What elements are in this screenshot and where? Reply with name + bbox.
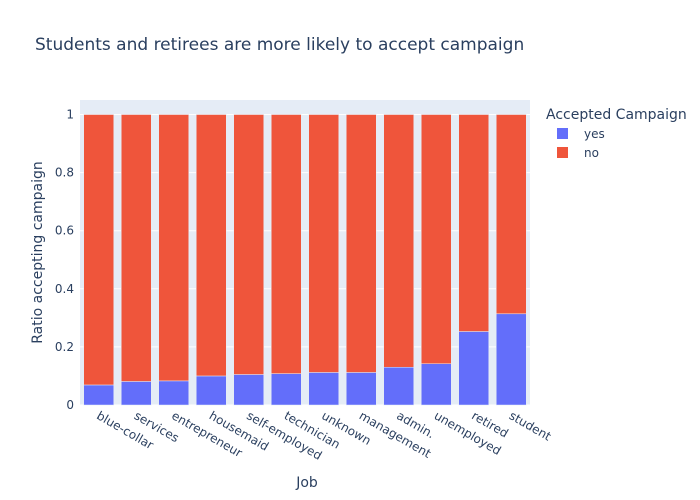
x-tick-labels: blue-collarservicesentrepreneurhousemaid… (94, 408, 553, 462)
bar-no-student[interactable] (496, 114, 527, 315)
y-tick-labels: 0 0.2 0.4 0.6 0.8 1 (55, 108, 74, 412)
y-tick-label: 0.8 (55, 166, 74, 180)
bar-no-entrepreneur[interactable] (158, 114, 189, 382)
bar-yes-technician[interactable] (271, 373, 302, 406)
bar-yes-entrepreneur[interactable] (158, 380, 189, 406)
bar-no-technician[interactable] (271, 114, 302, 374)
y-tick-label: 0.2 (55, 340, 74, 354)
y-tick-label: 0.6 (55, 224, 74, 238)
legend-item-yes[interactable]: yes (557, 127, 605, 141)
bar-no-unemployed[interactable] (421, 114, 452, 365)
legend[interactable]: Accepted Campaign yes no (546, 107, 687, 160)
bar-yes-management[interactable] (346, 372, 377, 406)
legend-swatch (557, 128, 568, 139)
gridlines (80, 114, 530, 406)
bar-no-retired[interactable] (458, 114, 489, 332)
legend-title: Accepted Campaign (546, 107, 687, 123)
legend-item-no[interactable]: no (557, 146, 599, 160)
y-tick-label: 0 (66, 398, 74, 412)
y-tick-label: 0.4 (55, 282, 74, 296)
bar-no-management[interactable] (346, 114, 377, 373)
legend-label: no (584, 146, 599, 160)
x-tick-label: student (507, 408, 554, 443)
bars (83, 114, 527, 406)
bar-yes-self-employed[interactable] (233, 374, 264, 406)
plot-background (80, 100, 530, 405)
bar-no-unknown[interactable] (308, 114, 339, 373)
bar-no-housemaid[interactable] (196, 114, 227, 377)
bar-yes-blue-collar[interactable] (83, 384, 114, 406)
bar-no-services[interactable] (121, 114, 152, 382)
bar-yes-unknown[interactable] (308, 372, 339, 406)
legend-swatch (557, 147, 568, 158)
bar-no-blue-collar[interactable] (83, 114, 114, 386)
bar-no-self-employed[interactable] (233, 114, 264, 375)
bar-yes-admin.[interactable] (383, 366, 414, 406)
legend-label: yes (584, 127, 605, 141)
bar-yes-housemaid[interactable] (196, 375, 227, 406)
chart-title: Students and retirees are more likely to… (35, 35, 524, 55)
bar-yes-unemployed[interactable] (421, 363, 452, 406)
bar-no-admin.[interactable] (383, 114, 414, 368)
bar-yes-student[interactable] (496, 313, 527, 406)
bar-yes-services[interactable] (121, 381, 152, 406)
y-axis-label: Ratio accepting campaign (30, 161, 46, 344)
bar-yes-retired[interactable] (458, 331, 489, 406)
x-axis-label: Job (295, 475, 318, 491)
y-tick-label: 1 (66, 108, 74, 122)
